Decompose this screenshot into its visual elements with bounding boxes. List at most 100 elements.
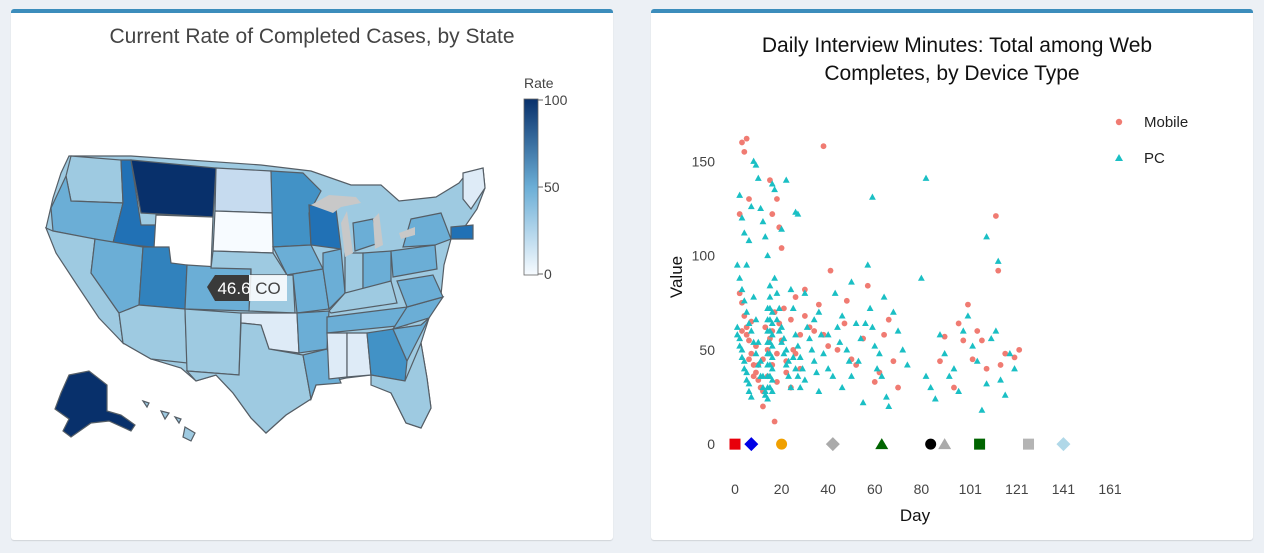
state-ky [328,280,398,314]
point-pc [843,346,851,353]
point-pc [752,161,760,168]
state-tx [185,322,312,434]
point-pc [838,383,846,391]
point-pc [862,319,869,327]
point-pc [878,372,886,379]
point-pc [738,346,746,353]
map-panel: Current Rate of Completed Cases, by Stat… [11,9,613,540]
point-mobile [843,297,850,304]
tooltip-label-box [249,275,287,301]
point-pc [738,285,746,293]
point-pc [820,350,827,357]
point-pc [829,372,837,379]
point-pc [761,391,769,398]
point-mobile [748,350,755,357]
y-tick-label: 100 [692,248,716,264]
point-pc [768,365,776,372]
state-wa [65,155,124,204]
point-pc [794,342,802,349]
point-pc [806,334,813,342]
point-pc [796,353,804,360]
point-mobile [871,379,878,385]
point-mobile [1016,346,1023,353]
y-tick-label: 0 [707,436,715,452]
legend-pc-label: PC [1144,150,1165,167]
point-pc [994,257,1002,264]
point-pc [782,361,790,368]
point-mobile [746,337,752,344]
point-pc [803,323,811,330]
point-mobile [825,343,832,349]
plot-area[interactable] [733,135,1023,425]
point-pc [927,383,935,391]
point-pc [869,323,876,330]
point-pc [883,393,890,400]
point-mobile [811,328,818,334]
point-pc [754,361,762,368]
point-pc [738,353,746,360]
point-pc [764,251,772,259]
point-pc [955,387,963,394]
point-pc [824,365,832,372]
point-mobile [834,346,841,353]
point-pc [922,174,930,181]
annotation-circle-marker [776,438,788,450]
point-pc [1001,391,1009,398]
annotation-diamond-marker [825,437,840,452]
point-pc [871,342,879,349]
state-va [396,274,444,308]
point-pc [855,357,862,364]
chart-title-line-2: Completes, by Device Type [824,62,1079,85]
point-pc [733,261,741,268]
point-pc [738,214,746,221]
point-pc [757,357,765,364]
point-pc [792,331,799,338]
point-pc [866,304,874,311]
point-pc [766,293,774,300]
point-mobile [792,294,799,300]
state-me [462,167,486,211]
us-map[interactable] [44,155,486,442]
legend[interactable]: Mobile PC [1115,114,1188,167]
point-pc [757,204,765,212]
point-pc [838,312,846,319]
point-mobile [801,313,808,319]
point-pc [785,357,792,364]
point-pc [782,176,790,183]
point-pc [936,331,944,338]
state-ak [54,370,136,438]
legend-pc-marker [1115,154,1123,161]
point-pc [983,233,990,240]
point-pc [848,278,855,285]
point-pc [747,327,755,334]
point-pc [857,334,865,342]
point-pc [761,387,769,394]
point-mobile [881,331,887,338]
annotation-markers [729,437,1071,452]
state-sd [212,210,274,254]
state-nm [184,308,242,376]
point-pc [745,236,753,244]
x-tick-label: 20 [774,481,790,497]
point-pc [992,327,1000,334]
x-tick-label: 0 [731,481,739,497]
point-pc [736,274,744,281]
point-pc [799,365,806,372]
x-tick-label: 80 [914,481,930,497]
map-tooltip: 46.6 CO [207,275,287,301]
point-mobile [965,301,971,308]
point-pc [787,285,795,293]
annotation-triangle-marker [875,438,889,450]
point-pc [771,185,778,193]
state-wi [308,204,342,250]
point-pc [771,274,778,281]
point-mobile [741,148,748,155]
point-mobile [771,418,778,425]
point-mobile [774,350,780,357]
point-pc [733,331,741,338]
point-pc [848,372,855,379]
point-mobile [955,320,962,327]
point-pc [894,327,902,334]
point-pc [736,191,744,198]
point-mobile [792,350,799,357]
